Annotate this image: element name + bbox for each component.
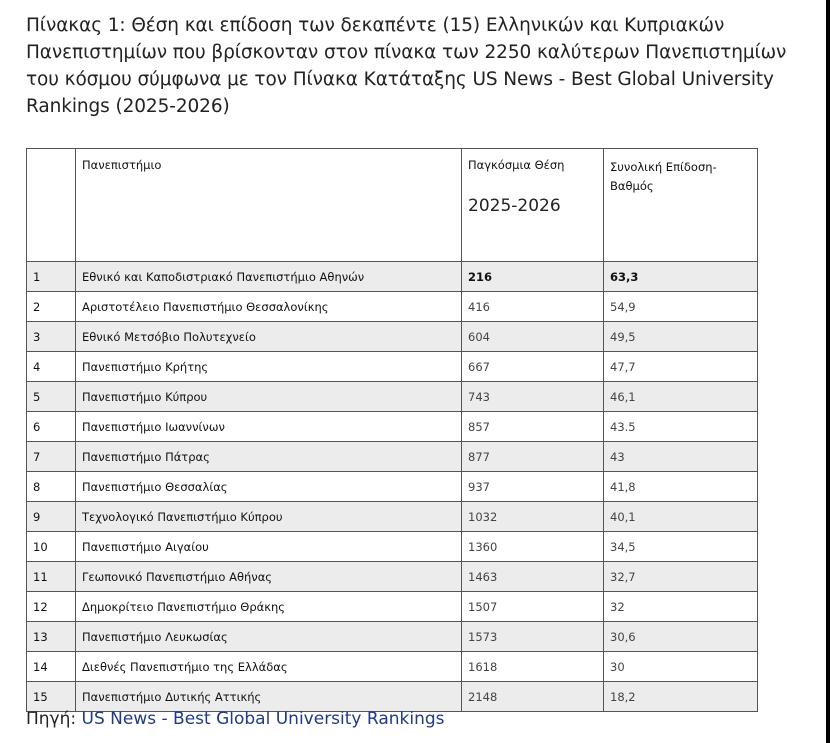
table-row: 5 Πανεπιστήμιο Κύπρου 743 46,1 xyxy=(26,381,758,412)
header-world-rank-year: 2025-2026 xyxy=(468,196,561,216)
row-score-cell: 18,2 xyxy=(603,681,758,712)
table-row: 6 Πανεπιστήμιο Ιωαννίνων 857 43.5 xyxy=(26,411,758,442)
row-university-cell: Πανεπιστήμιο Κρήτης xyxy=(75,351,462,382)
row-num-cell: 6 xyxy=(26,411,76,442)
row-score-cell: 63,3 xyxy=(603,261,758,292)
row-university-cell: Πανεπιστήμιο Λευκωσίας xyxy=(75,621,462,652)
row-score-cell: 43 xyxy=(603,441,758,472)
row-university-cell: Εθνικό και Καποδιστριακό Πανεπιστήμιο Αθ… xyxy=(75,261,462,292)
row-num-cell: 9 xyxy=(26,501,76,532)
row-num-cell: 1 xyxy=(26,261,76,292)
row-num-cell: 3 xyxy=(26,321,76,352)
table-row: 7 Πανεπιστήμιο Πάτρας 877 43 xyxy=(26,441,758,472)
row-score-cell: 32 xyxy=(603,591,758,622)
table-header-row: Πανεπιστήμιο Παγκόσμια Θέση 2025-2026 Συ… xyxy=(26,148,758,262)
row-university-cell: Γεωπονικό Πανεπιστήμιο Αθήνας xyxy=(75,561,462,592)
row-rank-cell: 2148 xyxy=(461,681,604,712)
table-row: 3 Εθνικό Μετσόβιο Πολυτεχνείο 604 49,5 xyxy=(26,321,758,352)
row-university-cell: Πανεπιστήμιο Δυτικής Αττικής xyxy=(75,681,462,712)
row-rank-cell: 1618 xyxy=(461,651,604,682)
header-university: Πανεπιστήμιο xyxy=(75,148,462,262)
row-university-cell: Πανεπιστήμιο Αιγαίου xyxy=(75,531,462,562)
table-row: 2 Αριστοτέλειο Πανεπιστήμιο Θεσσαλονίκης 4… xyxy=(26,291,758,322)
table-row: 8 Πανεπιστήμιο Θεσσαλίας 937 41,8 xyxy=(26,471,758,502)
row-rank-cell: 667 xyxy=(461,351,604,382)
university-ranking-table: Πανεπιστήμιο Παγκόσμια Θέση 2025-2026 Συ… xyxy=(26,148,758,712)
row-num-cell: 2 xyxy=(26,291,76,322)
row-score-cell: 54,9 xyxy=(603,291,758,322)
row-rank-cell: 416 xyxy=(461,291,604,322)
row-university-cell: Δημοκρίτειο Πανεπιστήμιο Θράκης xyxy=(75,591,462,622)
row-score-cell: 47,7 xyxy=(603,351,758,382)
row-num-cell: 4 xyxy=(26,351,76,382)
row-score-cell: 32,7 xyxy=(603,561,758,592)
row-university-cell: Εθνικό Μετσόβιο Πολυτεχνείο xyxy=(75,321,462,352)
table-row: 9 Τεχνολογικό Πανεπιστήμιο Κύπρου 1032 40,1 xyxy=(26,501,758,532)
row-university-cell: Διεθνές Πανεπιστήμιο της Ελλάδας xyxy=(75,651,462,682)
header-university-label: Πανεπιστήμιο xyxy=(82,158,162,172)
header-num xyxy=(26,148,76,262)
header-world-rank: Παγκόσμια Θέση 2025-2026 xyxy=(461,148,604,262)
row-university-cell: Πανεπιστήμιο Ιωαννίνων xyxy=(75,411,462,442)
row-score-cell: 40,1 xyxy=(603,501,758,532)
header-score: Συνολική Επίδοση- Βαθμός xyxy=(603,148,758,262)
row-num-cell: 7 xyxy=(26,441,76,472)
row-rank-cell: 1463 xyxy=(461,561,604,592)
row-university-cell: Τεχνολογικό Πανεπιστήμιο Κύπρου xyxy=(75,501,462,532)
source-label: Πηγή: xyxy=(26,709,77,729)
row-rank-cell: 743 xyxy=(461,381,604,412)
table-row: 13 Πανεπιστήμιο Λευκωσίας 1573 30,6 xyxy=(26,621,758,652)
row-rank-cell: 1360 xyxy=(461,531,604,562)
row-num-cell: 8 xyxy=(26,471,76,502)
row-rank-cell: 1032 xyxy=(461,501,604,532)
row-score-cell: 43.5 xyxy=(603,411,758,442)
row-rank-cell: 857 xyxy=(461,411,604,442)
row-num-cell: 11 xyxy=(26,561,76,592)
table-caption: Πίνακας 1: Θέση και επίδοση των δεκαπέντ… xyxy=(26,15,787,117)
table-row: 12 Δημοκρίτειο Πανεπιστήμιο Θράκης 1507 32 xyxy=(26,591,758,622)
row-university-cell: Πανεπιστήμιο Θεσσαλίας xyxy=(75,471,462,502)
row-num-cell: 13 xyxy=(26,621,76,652)
row-num-cell: 10 xyxy=(26,531,76,562)
row-num-cell: 12 xyxy=(26,591,76,622)
row-score-cell: 30 xyxy=(603,651,758,682)
row-rank-cell: 877 xyxy=(461,441,604,472)
row-rank-cell: 604 xyxy=(461,321,604,352)
row-score-cell: 46,1 xyxy=(603,381,758,412)
row-university-cell: Πανεπιστήμιο Πάτρας xyxy=(75,441,462,472)
row-score-cell: 41,8 xyxy=(603,471,758,502)
row-num-cell: 15 xyxy=(26,681,76,712)
table-row: 14 Διεθνές Πανεπιστήμιο της Ελλάδας 1618 30 xyxy=(26,651,758,682)
source-link[interactable]: US News - Best Global University Ranking… xyxy=(81,709,445,729)
row-score-cell: 49,5 xyxy=(603,321,758,352)
table-row: 4 Πανεπιστήμιο Κρήτης 667 47,7 xyxy=(26,351,758,382)
table-row: 15 Πανεπιστήμιο Δυτικής Αττικής 2148 18,2 xyxy=(26,681,758,712)
row-university-cell: Πανεπιστήμιο Κύπρου xyxy=(75,381,462,412)
header-score-label: Συνολική Επίδοση- Βαθμός xyxy=(610,160,717,193)
header-world-rank-label: Παγκόσμια Θέση xyxy=(468,158,565,172)
row-rank-cell: 216 xyxy=(461,261,604,292)
row-university-cell: Αριστοτέλειο Πανεπιστήμιο Θεσσαλονίκης xyxy=(75,291,462,322)
table-row: 11 Γεωπονικό Πανεπιστήμιο Αθήνας 1463 32,7 xyxy=(26,561,758,592)
row-num-cell: 5 xyxy=(26,381,76,412)
row-rank-cell: 937 xyxy=(461,471,604,502)
row-score-cell: 30,6 xyxy=(603,621,758,652)
source-line: Πηγή: US News - Best Global University R… xyxy=(26,709,445,729)
table-body: 1 Εθνικό και Καποδιστριακό Πανεπιστήμιο Α… xyxy=(26,261,758,712)
row-num-cell: 14 xyxy=(26,651,76,682)
row-rank-cell: 1507 xyxy=(461,591,604,622)
row-rank-cell: 1573 xyxy=(461,621,604,652)
table-row: 10 Πανεπιστήμιο Αιγαίου 1360 34,5 xyxy=(26,531,758,562)
row-score-cell: 34,5 xyxy=(603,531,758,562)
table-row: 1 Εθνικό και Καποδιστριακό Πανεπιστήμιο Α… xyxy=(26,261,758,292)
